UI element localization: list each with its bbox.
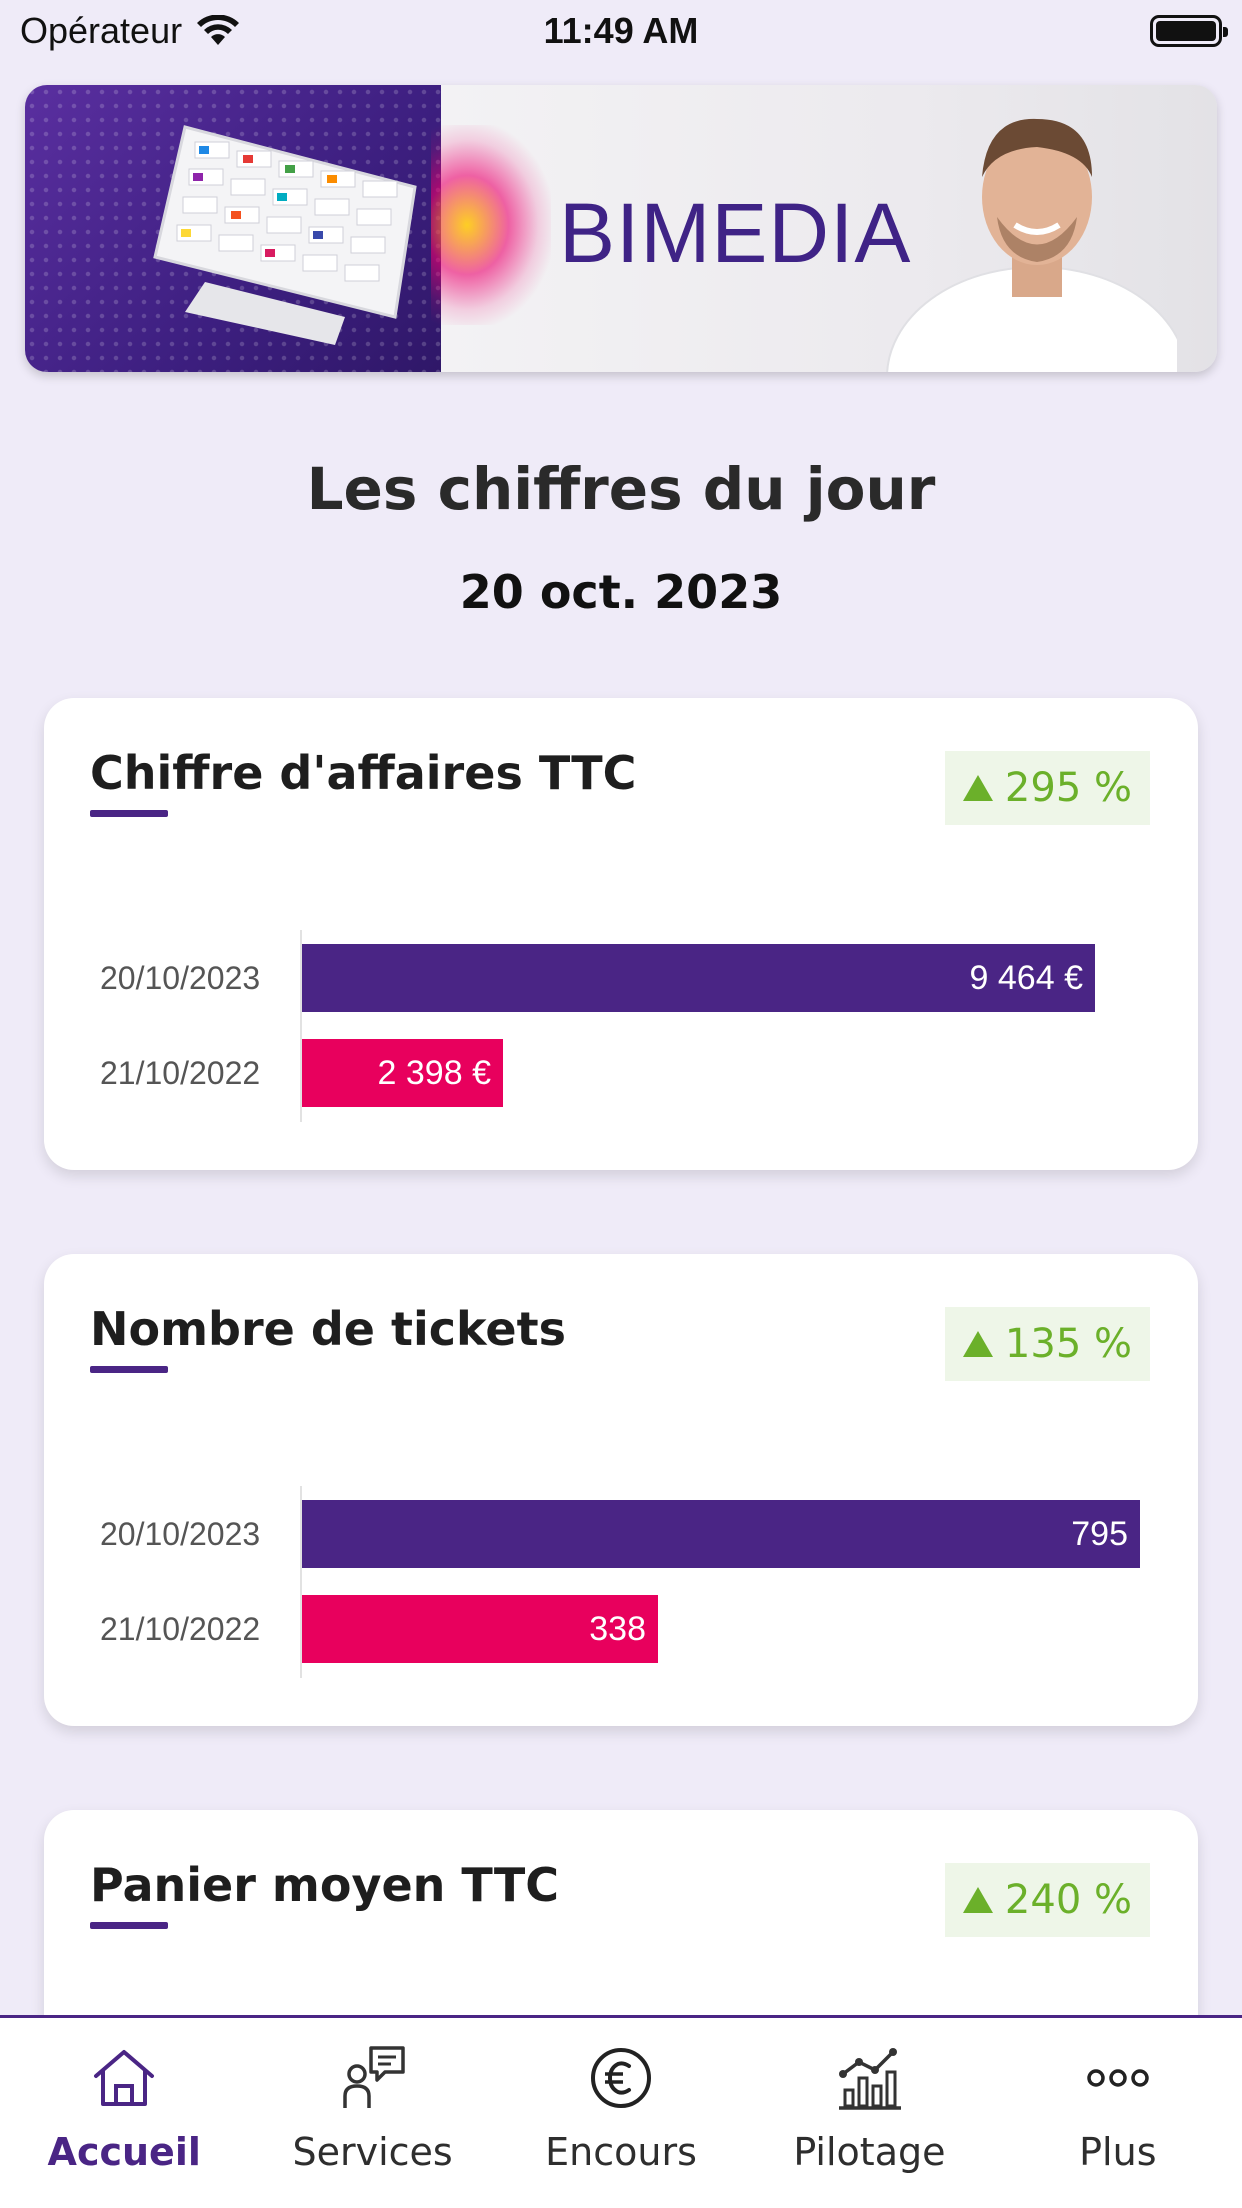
banner-brand-panel: BIMEDIA [431,85,1217,372]
tab-encours[interactable]: Encours [497,2018,745,2208]
tab-label: Services [292,2130,453,2174]
person-photo [886,118,1177,372]
page-date: 20 oct. 2023 [459,565,783,619]
card-title: Panier moyen TTC [90,1858,559,1912]
bar-value-current: 795 [1071,1514,1128,1553]
change-badge: 240 % [944,1863,1150,1937]
arrow-up-icon [962,775,993,801]
tab-plus[interactable]: Plus [994,2018,1242,2208]
card-title: Chiffre d'affaires TTC [90,746,637,800]
brand-logo-text: BIMEDIA [559,186,912,280]
tab-label: Pilotage [793,2130,946,2174]
chart-axis [300,1486,302,1678]
bar-label-current: 20/10/2023 [100,960,261,996]
change-badge: 135 % [944,1307,1150,1381]
promo-banner[interactable]: BIMEDIA [25,85,1217,372]
tab-label: Plus [1079,2130,1157,2174]
bar-current: 9 464 € [302,944,1095,1012]
home-icon [94,2050,155,2106]
services-chat-icon [342,2046,405,2108]
title-underline [90,1922,168,1929]
status-time: 11:49 AM [543,10,699,51]
bar-value-previous: 338 [589,1609,646,1648]
bar-label-current: 20/10/2023 [100,1516,261,1552]
bar-current: 795 [302,1500,1140,1568]
tab-accueil[interactable]: Accueil [0,2018,248,2208]
revenue-card[interactable]: Chiffre d'affaires TTC 295 % 20/10/2023 … [44,698,1198,1170]
chart-axis [300,930,302,1122]
bar-label-previous: 21/10/2022 [100,1055,261,1091]
bar-label-previous: 21/10/2022 [100,1611,261,1647]
tab-pilotage[interactable]: Pilotage [745,2018,993,2208]
tickets-card[interactable]: Nombre de tickets 135 % 20/10/2023 21/10… [44,1254,1198,1726]
euro-icon [591,2048,652,2108]
change-value: 295 % [1004,765,1132,811]
tickets-bar-chart: 20/10/2023 21/10/2022 795 338 [44,1254,1198,1724]
bottom-tab-bar: Accueil Services Encours [0,2015,1242,2208]
arrow-up-icon [962,1331,993,1357]
tab-services[interactable]: Services [248,2018,496,2208]
status-bar: Opérateur 11:49 AM [0,0,1242,62]
more-icon [1087,2069,1149,2087]
bar-previous: 338 [302,1595,658,1663]
chart-icon [839,2048,902,2110]
arrow-up-icon [962,1887,993,1913]
wifi-icon [197,15,240,45]
banner-kiosk-panel [25,85,441,372]
battery-full-icon [1150,15,1228,47]
title-underline [90,1366,168,1373]
change-badge: 295 % [944,751,1150,825]
carrier-label: Opérateur [20,10,183,51]
tab-label: Encours [545,2130,697,2174]
revenue-bar-chart: 20/10/2023 21/10/2022 9 464 € 2 398 € [44,698,1198,1168]
bar-value-current: 9 464 € [969,958,1083,997]
change-value: 135 % [1004,1321,1132,1367]
page-title: Les chiffres du jour [306,455,936,523]
bar-value-previous: 2 398 € [377,1053,491,1092]
tab-label: Accueil [47,2130,201,2174]
card-title: Nombre de tickets [90,1302,566,1356]
title-underline [90,810,168,817]
kiosk-terminal-icon [153,125,417,345]
bar-previous: 2 398 € [302,1039,503,1107]
change-value: 240 % [1004,1877,1132,1923]
